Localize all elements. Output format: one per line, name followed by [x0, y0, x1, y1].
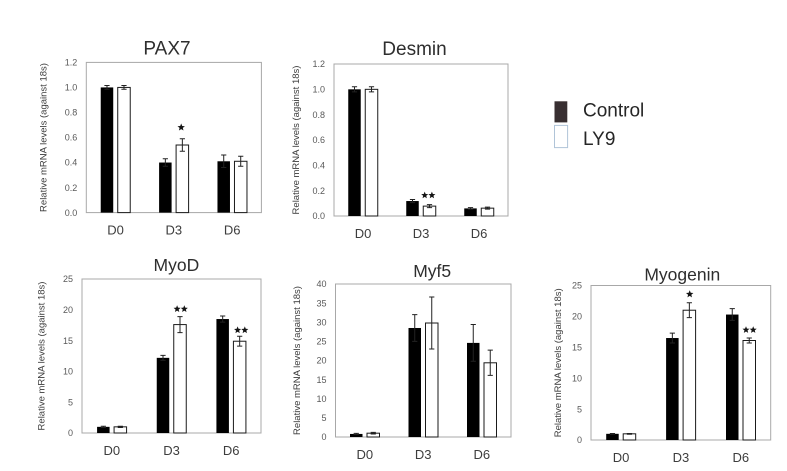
svg-text:0.4: 0.4 — [312, 161, 325, 171]
svg-text:25: 25 — [316, 337, 326, 347]
svg-text:10: 10 — [316, 394, 326, 404]
svg-text:5: 5 — [68, 397, 73, 407]
svg-text:D6: D6 — [224, 223, 241, 238]
svg-text:15: 15 — [572, 343, 582, 353]
svg-text:1.2: 1.2 — [65, 58, 78, 68]
svg-text:Myf5: Myf5 — [413, 261, 451, 281]
svg-text:5: 5 — [577, 404, 582, 414]
svg-text:D0: D0 — [107, 223, 124, 238]
svg-text:D6: D6 — [223, 443, 240, 458]
svg-text:D6: D6 — [471, 226, 488, 241]
svg-text:Relative mRNA levels (against: Relative mRNA levels (against 18s) — [291, 66, 302, 215]
svg-text:D3: D3 — [673, 450, 690, 465]
svg-text:D3: D3 — [163, 443, 180, 458]
svg-text:0: 0 — [321, 432, 326, 442]
svg-text:0.8: 0.8 — [312, 110, 325, 120]
svg-text:10: 10 — [63, 367, 73, 377]
svg-text:20: 20 — [63, 305, 73, 315]
svg-text:20: 20 — [316, 356, 326, 366]
svg-text:Relative mRNA levels (against: Relative mRNA levels (against 18s) — [553, 288, 564, 437]
svg-text:15: 15 — [316, 375, 326, 385]
svg-text:0.0: 0.0 — [312, 211, 325, 221]
svg-text:0.4: 0.4 — [65, 158, 78, 168]
svg-text:0.0: 0.0 — [65, 208, 78, 218]
svg-text:0: 0 — [68, 428, 73, 438]
svg-text:D0: D0 — [613, 450, 630, 465]
svg-text:D3: D3 — [413, 226, 430, 241]
svg-text:0.6: 0.6 — [312, 135, 325, 145]
svg-text:Relative mRNA levels (against: Relative mRNA levels (against 18s) — [39, 63, 50, 212]
svg-text:30: 30 — [316, 317, 326, 327]
svg-text:15: 15 — [63, 336, 73, 346]
svg-text:D3: D3 — [415, 447, 432, 462]
svg-text:D3: D3 — [165, 223, 182, 238]
svg-text:D0: D0 — [355, 226, 372, 241]
svg-text:D0: D0 — [356, 447, 373, 462]
svg-text:0.8: 0.8 — [65, 108, 78, 118]
svg-text:Relative mRNA levels (against: Relative mRNA levels (against 18s) — [37, 282, 48, 431]
svg-text:Desmin: Desmin — [382, 39, 446, 60]
svg-text:0.2: 0.2 — [312, 186, 325, 196]
svg-text:35: 35 — [316, 298, 326, 308]
svg-text:10: 10 — [572, 373, 582, 383]
svg-text:40: 40 — [316, 279, 326, 289]
svg-text:PAX7: PAX7 — [143, 39, 190, 60]
svg-text:0: 0 — [577, 435, 582, 445]
svg-text:1.0: 1.0 — [65, 83, 78, 93]
svg-text:25: 25 — [63, 274, 73, 284]
svg-text:5: 5 — [321, 413, 326, 423]
svg-text:MyoD: MyoD — [154, 255, 200, 275]
svg-text:0.6: 0.6 — [65, 133, 78, 143]
svg-text:1.2: 1.2 — [312, 59, 325, 69]
svg-text:D6: D6 — [732, 450, 749, 465]
svg-text:Myogenin: Myogenin — [644, 264, 720, 284]
svg-text:D0: D0 — [103, 443, 120, 458]
svg-text:D6: D6 — [473, 447, 490, 462]
svg-text:0.2: 0.2 — [65, 183, 78, 193]
svg-text:LY9: LY9 — [583, 129, 615, 150]
svg-text:Relative mRNA levels (against: Relative mRNA levels (against 18s) — [292, 286, 303, 435]
svg-text:1.0: 1.0 — [312, 85, 325, 95]
svg-text:Control: Control — [583, 101, 644, 122]
svg-text:20: 20 — [572, 312, 582, 322]
svg-text:25: 25 — [572, 281, 582, 291]
